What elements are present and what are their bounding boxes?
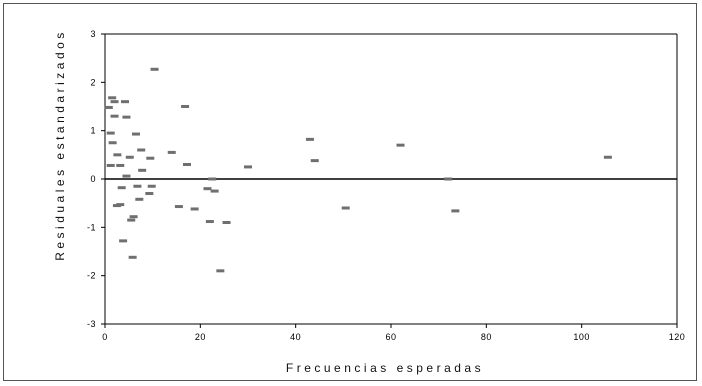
- data-point: [106, 163, 115, 167]
- data-points: [104, 67, 612, 273]
- data-point: [108, 141, 117, 145]
- data-point: [203, 187, 212, 191]
- data-point: [138, 168, 147, 172]
- data-point: [104, 105, 113, 109]
- data-point: [135, 197, 144, 201]
- data-point: [117, 186, 126, 190]
- data-point: [147, 184, 156, 188]
- data-point: [116, 163, 125, 167]
- x-tick-label: 80: [481, 332, 492, 342]
- data-point: [396, 143, 405, 147]
- chart-frame: [3, 3, 697, 381]
- data-point: [208, 177, 217, 181]
- data-point: [451, 209, 460, 213]
- y-tick-label: 3: [90, 29, 96, 39]
- data-point: [145, 192, 154, 195]
- data-point: [150, 67, 159, 71]
- data-point: [146, 156, 155, 160]
- x-axis-ticks: 0 20 40 60 80 100 120: [102, 324, 685, 342]
- data-point: [310, 159, 319, 163]
- x-tick-label: 120: [669, 332, 686, 342]
- data-point: [216, 269, 225, 273]
- data-point: [106, 131, 115, 135]
- data-point: [122, 174, 131, 178]
- x-tick-label: 60: [385, 332, 396, 342]
- y-tick-label: 0: [90, 174, 96, 184]
- y-tick-label: -3: [87, 319, 96, 329]
- data-point: [127, 218, 136, 222]
- y-axis-ticks: -3 -2 -1 0 1 2 3: [87, 29, 105, 329]
- data-point: [128, 255, 137, 259]
- x-tick-label: 0: [102, 332, 108, 342]
- data-point: [110, 114, 119, 118]
- data-point: [121, 100, 130, 104]
- data-point: [181, 105, 190, 108]
- data-point: [108, 96, 117, 100]
- data-point: [113, 153, 122, 157]
- data-point: [444, 177, 453, 181]
- data-point: [129, 215, 138, 219]
- y-tick-label: -1: [87, 222, 96, 232]
- data-point: [182, 163, 191, 166]
- x-tick-label: 100: [573, 332, 590, 342]
- data-point: [116, 203, 125, 207]
- x-tick-label: 40: [290, 332, 301, 342]
- data-point: [137, 148, 146, 152]
- data-point: [174, 205, 183, 209]
- data-point: [222, 221, 231, 224]
- data-point: [244, 165, 252, 169]
- y-tick-label: 2: [90, 77, 96, 87]
- x-axis-title: Frecuencias esperadas: [286, 361, 484, 375]
- data-point: [205, 220, 214, 224]
- data-point: [305, 137, 314, 141]
- data-point: [110, 100, 119, 104]
- data-point: [210, 189, 219, 193]
- data-point: [119, 239, 128, 243]
- y-tick-label: -2: [87, 271, 96, 281]
- data-point: [341, 206, 350, 210]
- data-point: [131, 132, 140, 136]
- y-tick-label: 1: [90, 126, 96, 136]
- data-point: [125, 155, 134, 159]
- data-point: [133, 184, 142, 188]
- y-axis-title: Residuales estandarizados: [53, 29, 67, 261]
- x-tick-label: 20: [195, 332, 206, 342]
- data-point: [603, 155, 612, 159]
- data-point: [190, 207, 199, 211]
- data-point: [122, 115, 131, 119]
- data-point: [167, 150, 176, 154]
